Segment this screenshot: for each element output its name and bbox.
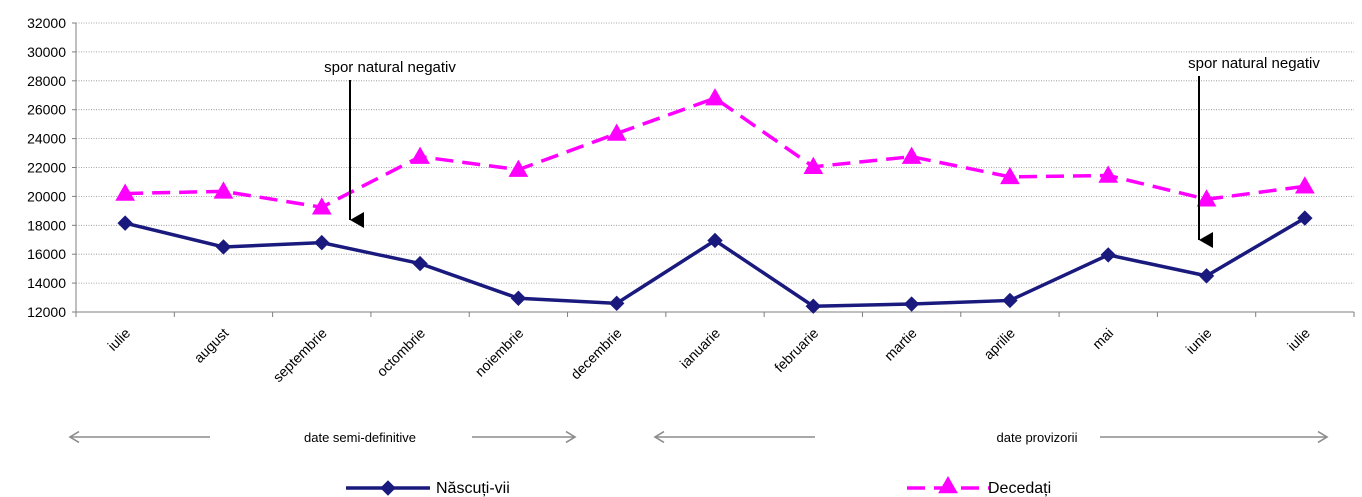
data-point (508, 159, 529, 177)
data-point (803, 156, 824, 175)
data-point (1196, 189, 1217, 207)
data-point (510, 290, 527, 306)
data-point (707, 232, 723, 249)
x-axis-categories: iulie august septembrie octombrie noiembrie d… (104, 325, 1313, 385)
series-1 (115, 88, 1315, 215)
period-arrowhead (68, 430, 80, 444)
x-category-label: iulie (104, 325, 133, 354)
data-point (410, 146, 430, 164)
data-point (115, 183, 136, 201)
data-point (1002, 292, 1018, 309)
period-arrowhead (653, 430, 665, 444)
x-category-label: august (191, 325, 232, 366)
data-point (901, 146, 922, 164)
x-category-label: noiembrie (472, 325, 527, 380)
data-point (1294, 176, 1315, 194)
legend: Născuți-vii Decedați (346, 475, 1051, 497)
legend-label: Născuți-vii (436, 480, 510, 497)
data-point (1098, 165, 1119, 183)
annotation-label: spor natural negativ (324, 59, 456, 76)
y-tick-label: 22000 (27, 160, 66, 176)
gridlines (76, 22, 1354, 284)
data-point (215, 239, 232, 255)
data-point (314, 234, 330, 251)
x-category-label: octombrie (373, 325, 428, 380)
period-label: date semi-definitive (304, 430, 416, 445)
data-point (805, 298, 822, 314)
data-point (606, 123, 627, 141)
data-point (938, 475, 958, 494)
annotation-label: spor natural negativ (1188, 55, 1320, 72)
period-arrowhead (565, 430, 577, 444)
annotations: spor natural negativ spor natural negativ (324, 55, 1320, 248)
series-line (124, 216, 1306, 308)
y-tick-label: 14000 (27, 275, 66, 291)
x-category-label: mai (1089, 325, 1116, 352)
period-labels: date semi-definitive date provizorii (68, 430, 1329, 445)
period-label: date provizorii (997, 430, 1078, 445)
y-tick-label: 20000 (27, 188, 66, 204)
x-category-label: iunie (1182, 325, 1214, 357)
y-tick-label: 32000 (27, 15, 66, 31)
data-point (380, 480, 396, 496)
series-line (125, 96, 1306, 210)
y-tick-label: 18000 (27, 217, 66, 233)
data-point (1198, 268, 1215, 284)
y-tick-label: 12000 (27, 304, 66, 320)
x-category-label: februarie (771, 325, 822, 376)
data-point (903, 296, 920, 312)
series-0 (117, 210, 1313, 314)
series-layer (115, 88, 1315, 314)
y-tick-label: 24000 (27, 131, 66, 147)
data-point (412, 255, 428, 272)
x-category-label: decembrie (567, 325, 625, 383)
data-point (705, 88, 725, 106)
data-point (311, 197, 332, 215)
data-point (117, 215, 133, 231)
x-category-label: septembrie (270, 325, 330, 385)
y-axis-ticks: 12000 14000 16000 18000 20000 22000 24000 26000… (27, 15, 76, 320)
legend-label: Decedați (988, 480, 1051, 497)
data-point (1000, 166, 1020, 185)
y-tick-label: 16000 (27, 246, 66, 262)
data-point (608, 295, 625, 312)
x-category-label: ianuarie (677, 325, 724, 372)
x-category-label: iulie (1284, 325, 1313, 354)
y-tick-label: 30000 (27, 44, 66, 60)
x-category-label: martie (881, 325, 920, 364)
y-tick-label: 26000 (27, 102, 66, 118)
data-point (213, 181, 234, 199)
data-point (1297, 210, 1313, 226)
y-tick-label: 28000 (27, 73, 66, 89)
data-point (1100, 247, 1116, 263)
period-arrowhead (1317, 430, 1329, 444)
x-category-label: aprilie (980, 325, 1018, 363)
axes (75, 23, 1355, 317)
